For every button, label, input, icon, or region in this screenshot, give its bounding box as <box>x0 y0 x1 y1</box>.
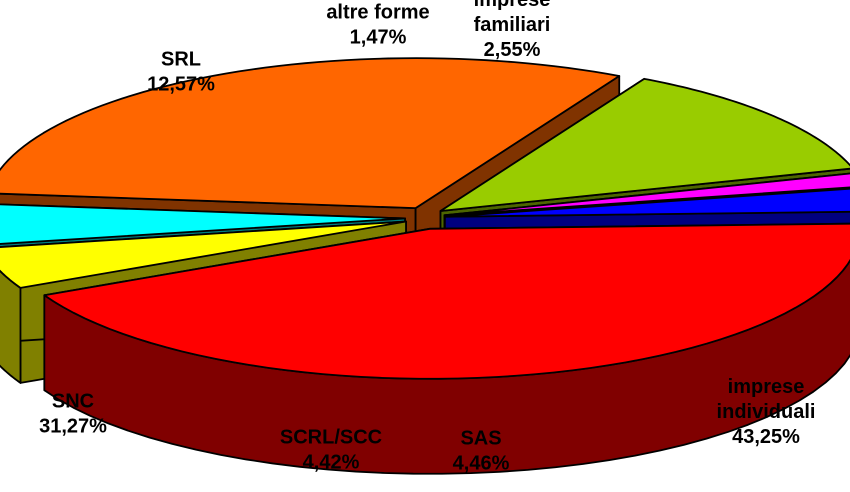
slice-label-0: imprese individuali 43,25% <box>717 376 816 448</box>
slice-name-line: SCRL/SCC <box>280 427 382 449</box>
slice-label-2: SCRL/SCC 4,42% <box>280 427 382 474</box>
pie-slice-top-5 <box>443 172 850 217</box>
slice-name-line: familiari <box>474 14 551 36</box>
slice-value-label: 4,42% <box>303 452 360 474</box>
slice-name-line: SRL <box>161 49 201 71</box>
slice-value-label: 4,46% <box>453 453 510 475</box>
pie-slice-top-3 <box>0 57 621 210</box>
slice-label-5: altre forme 1,47% <box>326 2 429 49</box>
pie-slice-top-1 <box>0 220 407 289</box>
slice-name-line: imprese <box>474 0 551 11</box>
slice-label-4: SRL 12,57% <box>147 49 215 96</box>
slice-name-line: SAS <box>460 428 501 450</box>
slice-value-label: 2,55% <box>484 39 541 61</box>
slice-labels: imprese individuali 43,25% SAS 4,46% SCRL/SCC… <box>39 0 815 475</box>
slice-label-6: imprese familiari 2,55% <box>474 0 551 61</box>
pie-slice-0 <box>43 222 850 475</box>
pie-slice-top-4 <box>439 77 850 212</box>
pie-slice-top-6 <box>443 187 850 218</box>
pie-slices <box>0 57 850 475</box>
slice-name-line: individuali <box>717 401 816 423</box>
slice-value-label: 43,25% <box>732 426 800 448</box>
pie-slice-top-2 <box>0 203 406 245</box>
slice-label-1: SAS 4,46% <box>453 428 510 475</box>
slice-name-line: SNC <box>52 391 94 413</box>
slice-label-3: SNC 31,27% <box>39 391 107 438</box>
slice-name-line: altre forme <box>326 2 429 24</box>
pie-slice-top-0 <box>43 222 850 380</box>
slice-name-line: imprese <box>728 376 805 398</box>
slice-value-label: 1,47% <box>350 27 407 49</box>
slice-value-label: 31,27% <box>39 416 107 438</box>
slice-value-label: 12,57% <box>147 74 215 96</box>
